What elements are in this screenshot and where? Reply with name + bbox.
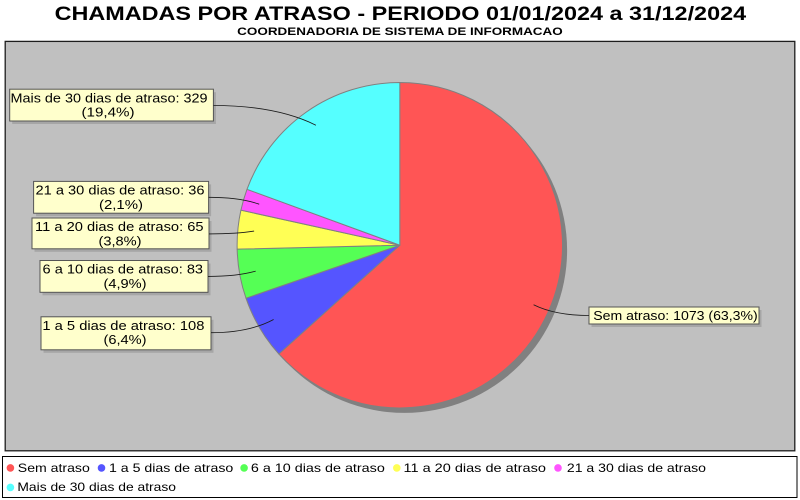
svg-text:11 a 20 dias de atraso: 65: 11 a 20 dias de atraso: 65 xyxy=(35,219,204,234)
svg-text:(6,4%): (6,4%) xyxy=(104,332,147,347)
svg-text:Sem atraso: Sem atraso xyxy=(18,461,90,475)
svg-text:(2,1%): (2,1%) xyxy=(99,197,143,212)
svg-text:(3,8%): (3,8%) xyxy=(99,233,142,248)
svg-text:11 a 20 dias de atraso: 11 a 20 dias de atraso xyxy=(404,461,547,475)
svg-text:21 a 30 dias de atraso: 21 a 30 dias de atraso xyxy=(567,461,706,475)
svg-text:1 a 5 dias de atraso: 108: 1 a 5 dias de atraso: 108 xyxy=(42,318,204,333)
svg-text:Sem atraso: 1073 (63,3%): Sem atraso: 1073 (63,3%) xyxy=(593,308,758,323)
svg-text:Mais de 30 dias de atraso: Mais de 30 dias de atraso xyxy=(17,480,176,494)
svg-text:1 a 5 dias de atraso: 1 a 5 dias de atraso xyxy=(109,461,234,475)
svg-text:(4,9%): (4,9%) xyxy=(104,276,147,291)
svg-text:6 a 10 dias de atraso: 6 a 10 dias de atraso xyxy=(251,461,385,475)
svg-text:(19,4%): (19,4%) xyxy=(82,105,135,120)
svg-text:21 a 30 dias de atraso: 36: 21 a 30 dias de atraso: 36 xyxy=(36,183,205,198)
svg-text:6 a 10 dias de atraso: 83: 6 a 10 dias de atraso: 83 xyxy=(43,262,204,277)
svg-text:Mais de 30 dias de atraso: 329: Mais de 30 dias de atraso: 329 xyxy=(11,90,208,105)
svg-text:CHAMADAS POR ATRASO - PERIODO: CHAMADAS POR ATRASO - PERIODO 01/01/2024… xyxy=(55,3,747,25)
svg-text:COORDENADORIA DE SISTEMA DE IN: COORDENADORIA DE SISTEMA DE INFORMACAO xyxy=(237,26,563,38)
